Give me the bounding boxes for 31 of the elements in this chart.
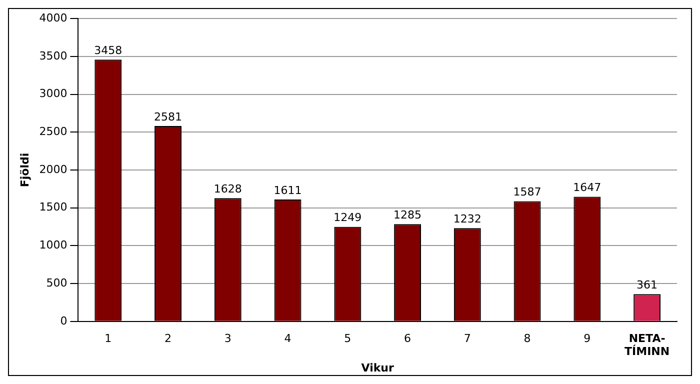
x-tick-label: 1 [104,332,112,345]
data-label: 1611 [274,184,302,197]
y-tick-label: 500 [46,276,68,290]
y-tick-label: 0 [60,314,68,328]
y-tick-label: 2500 [39,125,68,138]
data-label: 3458 [94,44,122,57]
x-tick-label: 5 [344,332,352,345]
x-tick-label: 9 [584,332,591,345]
data-label: 1249 [334,211,362,224]
x-axis-title: Vikur [361,361,394,374]
y-tick-label: 1500 [39,200,68,214]
x-tick-label: 2 [164,332,172,345]
data-label: 1628 [214,182,242,196]
y-axis-title: Fjöldi [18,152,32,188]
data-label: 361 [636,278,658,292]
data-label: 1647 [573,181,602,194]
x-tick-label: 4 [284,332,292,345]
x-tick-label: 6 [404,332,412,345]
data-label: 1587 [513,186,542,199]
x-tick-label: 8 [524,332,531,345]
data-label: 1285 [394,208,422,222]
x-tick-label: 7 [464,332,471,345]
data-label: 2581 [154,110,182,124]
y-tick-label: 2000 [39,162,68,176]
y-tick-label: 1000 [39,238,68,252]
x-tick-label: 3 [224,332,232,345]
y-tick-label: 3000 [39,87,68,100]
data-label: 1232 [453,212,482,226]
x-tick-label: NETA-TÍMINN [624,332,670,358]
y-tick-label: 4000 [39,11,68,24]
y-tick-label: 3500 [39,49,68,62]
